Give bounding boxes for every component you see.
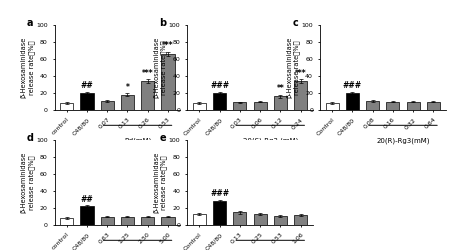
Bar [274,216,287,225]
Text: ###: ### [210,189,229,198]
Bar [193,214,206,225]
Bar [141,81,155,110]
Bar [274,96,287,110]
Text: ###: ### [210,82,229,90]
Text: Rd(mM): Rd(mM) [124,137,151,144]
Bar [366,101,379,110]
Text: d: d [27,133,34,143]
Bar [121,95,134,110]
Text: *: * [126,83,129,92]
Bar [213,201,226,225]
Text: ***: *** [295,69,307,78]
Text: ###: ### [343,82,362,90]
Bar [161,216,174,225]
Text: c: c [292,18,298,28]
Bar [346,93,359,110]
Y-axis label: β-Hexosaminidase
release rate（%）: β-Hexosaminidase release rate（%） [153,152,167,213]
Bar [100,216,114,225]
Bar [427,102,440,110]
Bar [121,216,134,225]
Y-axis label: β-Hexosaminidase
release rate（%）: β-Hexosaminidase release rate（%） [153,37,167,98]
Text: ***: *** [142,69,154,78]
Bar [60,218,73,225]
Bar [60,103,73,110]
Y-axis label: β-Hexosaminidase
release rate（%）: β-Hexosaminidase release rate（%） [20,37,35,98]
Text: ***: *** [162,42,174,50]
Bar [161,54,174,110]
Bar [407,102,420,110]
Text: 20(S)-Rg3 (mM): 20(S)-Rg3 (mM) [243,137,298,144]
Bar [233,102,246,110]
Bar [233,212,246,225]
Bar [254,102,267,110]
Bar [294,215,307,225]
Text: a: a [27,18,33,28]
Bar [326,103,339,110]
Text: ##: ## [81,195,93,204]
Text: e: e [160,133,166,143]
Bar [386,102,400,110]
Bar [80,206,93,225]
Text: 20(R)-Rg3(mM): 20(R)-Rg3(mM) [376,137,430,144]
Y-axis label: β-Hexosaminidase
release rate（%）: β-Hexosaminidase release rate（%） [286,37,300,98]
Bar [100,101,114,110]
Bar [213,93,226,110]
Text: b: b [160,18,167,28]
Bar [254,214,267,225]
Bar [294,81,307,110]
Bar [193,103,206,110]
Text: ##: ## [81,82,93,90]
Bar [141,216,155,225]
Bar [80,93,93,110]
Y-axis label: β-Hexosaminidase
release rate（%）: β-Hexosaminidase release rate（%） [20,152,35,213]
Text: **: ** [276,84,284,94]
